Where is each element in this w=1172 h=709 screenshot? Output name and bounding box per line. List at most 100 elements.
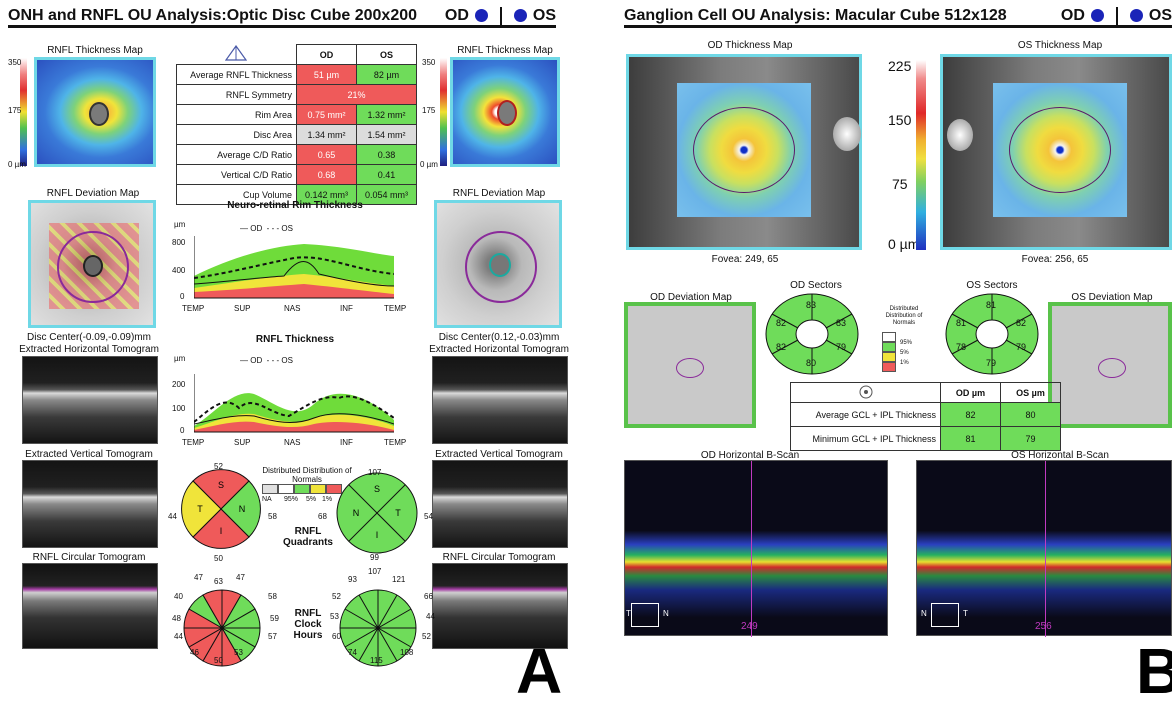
swatch-5 <box>310 484 326 494</box>
od-rnfl-deviation-map <box>28 200 156 328</box>
os-gc-ellipse <box>1009 107 1111 193</box>
os-orientation-box <box>931 603 959 627</box>
row-label: Rim Area <box>176 104 297 125</box>
panel-a-letter: A <box>516 635 563 707</box>
gc-distribution-title: Distributed Distribution of Normals <box>885 306 923 326</box>
panel-b-letter: B <box>1136 635 1172 707</box>
panel-a-header: ONH and RNFL OU Analysis:Optic Disc Cube… <box>8 6 556 28</box>
os-dot-icon <box>513 9 527 22</box>
od-vertical-tomogram <box>22 460 158 548</box>
rnfl-ytick: 200 <box>172 380 186 389</box>
dist-label: 5% <box>306 496 317 503</box>
os-value: 0.41 <box>356 164 417 185</box>
rnfl-chart-title: RNFL Thickness <box>255 334 335 345</box>
rim-ytick: 400 <box>172 266 186 275</box>
os-sectors-title: OS Sectors <box>966 280 1018 291</box>
header-separator <box>499 6 502 25</box>
svg-text:N: N <box>353 508 360 518</box>
od-horizontal-tomogram <box>22 356 158 444</box>
clock-label-1: RNFL <box>294 608 322 619</box>
swatch-green <box>294 484 310 494</box>
os-dot-icon <box>1129 9 1143 22</box>
os-quad-i: 99 <box>370 553 379 562</box>
quad-label-2: Quadrants <box>282 537 333 548</box>
os-gc-deviation-map <box>1048 302 1172 428</box>
os-orient-n: N <box>921 609 927 618</box>
od-rnfl-thickness-map <box>34 57 156 167</box>
table-row: Rim Area 0.75 mm² 1.32 mm² <box>176 104 417 125</box>
svg-text:I: I <box>220 526 223 536</box>
od-quadrant-chart: S N I T <box>181 469 261 549</box>
od-clock-3: 59 <box>270 614 279 623</box>
os-gc-thickness-map <box>940 54 1172 250</box>
os-bscan-position: 256 <box>1035 621 1052 632</box>
od-gc-deviation-map <box>624 302 756 428</box>
rnfl-chart-unit: µm <box>174 354 186 363</box>
rim-legend-od: OD <box>250 224 263 233</box>
rnfl-xtick: SUP <box>234 438 251 447</box>
gc-scale-bar <box>916 60 926 250</box>
od-quad-s: 52 <box>214 462 223 471</box>
os-rnfl-deviation-map <box>434 200 562 328</box>
rnfl-chart-legend: — OD - - - OS <box>240 356 293 365</box>
row-label: Cup Volume <box>176 184 297 205</box>
os-scale-max: 350 <box>422 58 436 67</box>
table-header-os: OS <box>356 44 417 65</box>
os-clock-5: 108 <box>400 648 414 657</box>
os-sector-value: 78 <box>956 342 967 352</box>
rim-legend-os: OS <box>281 224 293 233</box>
table-row: Average GCL + IPL Thickness 82 80 <box>790 402 1061 427</box>
os-quadrant-chart: S T I N <box>336 472 418 554</box>
os-sector-value: 81 <box>956 318 967 328</box>
gc-scale-150: 150 <box>888 112 912 128</box>
os-clock-11: 93 <box>348 575 357 584</box>
od-sector-value: 79 <box>836 342 847 352</box>
os-value: 1.32 mm² <box>356 104 417 125</box>
table-header-od: OD <box>296 44 357 65</box>
rnfl-thickness-chart: RNFL Thickness µm — OD - - - OS 200 100 … <box>170 334 420 458</box>
rim-chart-legend: — OD - - - OS <box>240 224 293 233</box>
od-scale-mid: 175 <box>8 106 22 115</box>
rim-chart-plot <box>194 236 394 299</box>
rnfl-ytick: 0 <box>180 426 185 435</box>
os-horizontal-tomogram-title: Extracted Horizontal Tomogram <box>429 344 569 355</box>
od-clock-8: 44 <box>174 632 183 641</box>
gcl-table-icon <box>790 382 941 403</box>
od-vertical-tomogram-title: Extracted Vertical Tomogram <box>25 449 153 460</box>
swatch-1 <box>326 484 342 494</box>
od-label: OD <box>1060 6 1085 24</box>
os-quad-t: 68 <box>318 512 327 521</box>
os-sector-value: 82 <box>1016 318 1027 328</box>
od-value: 0.75 mm² <box>296 104 357 125</box>
gc-scale-75: 75 <box>892 176 908 192</box>
os-quad-s: 107 <box>368 468 382 477</box>
od-quad-t: 44 <box>168 512 177 521</box>
os-circular-tomogram <box>432 563 568 649</box>
os-clock-2: 66 <box>424 592 433 601</box>
od-clock-9: 48 <box>172 614 181 623</box>
od-clock-1: 47 <box>236 573 245 582</box>
rim-chart-title: Neuro-retinal Rim Thickness <box>227 200 363 211</box>
rnfl-xtick: TEMP <box>384 438 407 447</box>
gc-scale-0: 0 µm <box>888 236 920 252</box>
od-sector-value: 80 <box>806 358 817 368</box>
os-label: OS <box>532 6 556 24</box>
rim-chart-unit: µm <box>174 220 186 229</box>
os-deviation-map-title: RNFL Deviation Map <box>452 188 546 199</box>
od-value: 0.65 <box>296 144 357 165</box>
os-value: 82 µm <box>356 64 417 85</box>
od-clock-12: 63 <box>214 577 223 586</box>
od-gc-deviation-title: OD Deviation Map <box>650 292 732 303</box>
od-disc-outline <box>83 255 103 277</box>
os-value: 0.054 mm³ <box>356 184 417 205</box>
rnfl-parameter-table: OD OS Average RNFL Thickness 51 µm 82 µm… <box>176 44 417 205</box>
rim-xtick: TEMP <box>384 304 407 313</box>
os-circular-tomogram-title: RNFL Circular Tomogram <box>442 552 556 563</box>
gcl-od-value: 82 <box>940 402 1001 427</box>
od-horizontal-tomogram-title: Extracted Horizontal Tomogram <box>19 344 159 355</box>
od-bscan-title: OD Horizontal B-Scan <box>700 450 800 461</box>
os-optic-disc <box>947 119 973 151</box>
os-vertical-tomogram-title: Extracted Vertical Tomogram <box>435 449 563 460</box>
od-disc-center: Disc Center(-0.09,-0.09)mm <box>27 332 151 343</box>
os-scale-mid: 175 <box>422 106 436 115</box>
